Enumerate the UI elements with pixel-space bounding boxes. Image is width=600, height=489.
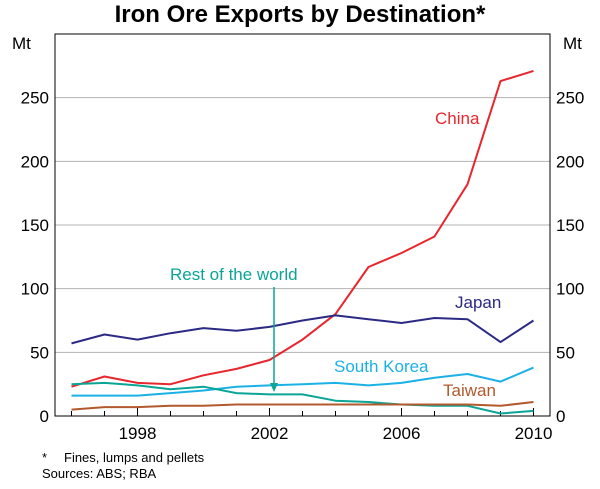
series-line-rest-of-the-world: [71, 381, 534, 415]
y-tick-right-250: 250: [556, 89, 584, 108]
x-tick-2002: 2002: [251, 424, 289, 443]
footnote-text: Fines, lumps and pellets: [64, 450, 205, 465]
y-tick-labels: 0 0 50 50 100 100 150 150 200 200 250 250: [21, 89, 585, 426]
y-tick-left-250: 250: [21, 89, 49, 108]
x-tick-2010: 2010: [515, 424, 553, 443]
label-japan: Japan: [455, 293, 501, 312]
x-tick-2006: 2006: [383, 424, 421, 443]
y-tick-right-0: 0: [556, 407, 565, 426]
y-tick-left-50: 50: [30, 343, 49, 362]
x-tick-1998: 1998: [119, 424, 157, 443]
right-unit-label: Mt: [563, 34, 582, 53]
chart-title: Iron Ore Exports by Destination*: [115, 1, 486, 28]
y-tick-right-50: 50: [556, 343, 575, 362]
label-china: China: [435, 109, 480, 128]
y-tick-right-100: 100: [556, 280, 584, 299]
series-line-south-korea: [71, 366, 534, 397]
series-line-japan: [71, 314, 535, 345]
series-line-china: [71, 69, 534, 388]
y-tick-left-100: 100: [21, 280, 49, 299]
y-tick-left-0: 0: [40, 407, 49, 426]
y-tick-left-200: 200: [21, 152, 49, 171]
footnote-marker: *: [42, 450, 47, 465]
y-tick-right-200: 200: [556, 152, 584, 171]
label-rest-of-world: Rest of the world: [170, 265, 298, 284]
series-lines: [71, 69, 535, 415]
series-line-taiwan: [71, 401, 534, 411]
plot-frame: [54, 33, 551, 417]
label-south-korea: South Korea: [334, 357, 429, 376]
label-taiwan: Taiwan: [443, 381, 496, 400]
y-tick-left-150: 150: [21, 216, 49, 235]
footnote-sources: Sources: ABS; RBA: [42, 466, 156, 481]
x-tick-labels: 1998 2002 2006 2010: [71, 408, 553, 443]
rest-of-world-arrow-head: [270, 383, 278, 392]
y-tick-right-150: 150: [556, 216, 584, 235]
left-unit-label: Mt: [12, 34, 31, 53]
gridlines: [55, 97, 550, 353]
